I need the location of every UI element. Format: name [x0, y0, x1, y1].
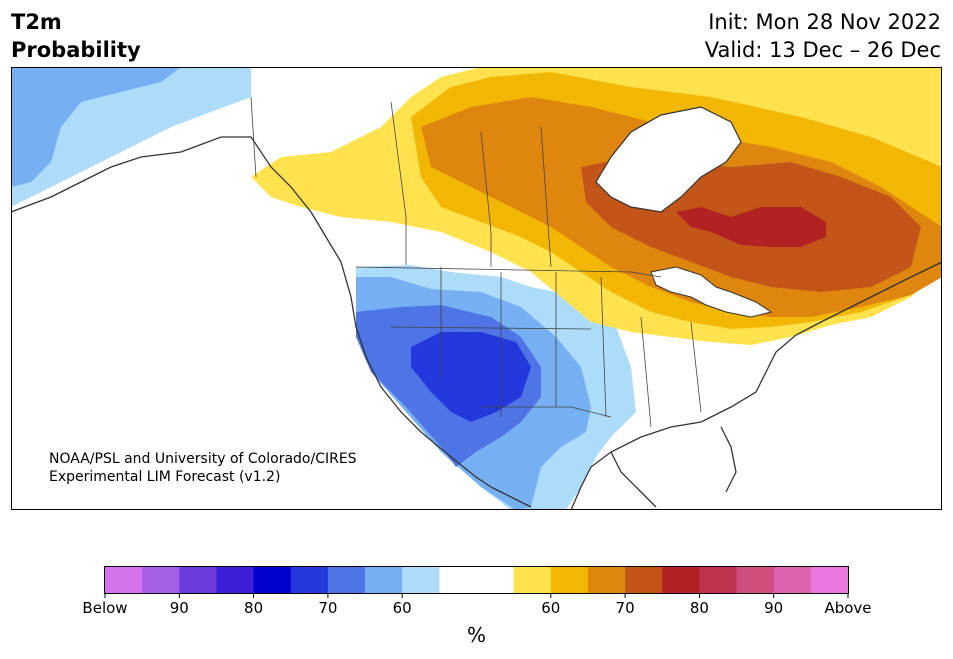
colorbar-cell: [550, 567, 589, 593]
colorbar-cell: [179, 567, 217, 593]
colorbar-cell: [625, 567, 663, 593]
colorbar-cell: [290, 567, 329, 593]
colorbar-cell: [736, 567, 775, 593]
colorbar-cell: [402, 567, 440, 593]
great-lakes: [650, 266, 773, 318]
attribution: NOAA/PSL and University of Colorado/CIRE…: [49, 450, 357, 486]
colorbar-tick-label: 70: [616, 599, 635, 617]
colorbar-cell: [439, 567, 477, 593]
attribution-line-2: Experimental LIM Forecast (v1.2): [49, 469, 281, 485]
map-title: T2m Probability: [11, 8, 141, 64]
colorbar-cell: [105, 567, 143, 593]
attribution-line-1: NOAA/PSL and University of Colorado/CIRE…: [49, 451, 357, 467]
colorbar-tick-label: 90: [764, 599, 783, 617]
colorbar-tick-label: 80: [690, 599, 709, 617]
colorbar-cells: [105, 567, 849, 593]
valid-dates: Valid: 13 Dec – 26 Dec: [704, 38, 941, 62]
colorbar-tick-label: 60: [393, 599, 412, 617]
probability-map: [11, 67, 942, 510]
colorbar-tick-label: 90: [170, 599, 189, 617]
alaska-below-70: [11, 67, 181, 187]
title-line-2: Probability: [11, 38, 141, 62]
colorbar-tick-label: 60: [541, 599, 560, 617]
colorbar-cell: [513, 567, 552, 593]
colorbar-tick-label: 80: [244, 599, 263, 617]
colorbar-cell: [142, 567, 180, 593]
colorbar-ticks: Below 90 80 70 60 60 70 80 90 Above: [82, 593, 872, 617]
hudson-bay: [595, 106, 742, 213]
colorbar-cell: [476, 567, 515, 593]
colorbar-tick-label: Above: [824, 599, 871, 617]
canada-above-95: [676, 207, 826, 247]
colorbar-unit: %: [467, 623, 486, 647]
colorbar-cell: [216, 567, 255, 593]
init-date: Init: Mon 28 Nov 2022: [708, 10, 941, 34]
colorbar-tick-label: Below: [82, 599, 127, 617]
colorbar-frame: [104, 566, 849, 594]
colorbar-cell: [699, 567, 738, 593]
colorbar-cell: [365, 567, 403, 593]
forecast-dates: Init: Mon 28 Nov 2022 Valid: 13 Dec – 26…: [705, 8, 941, 64]
colorbar-tick-label: 70: [318, 599, 337, 617]
colorbar-cell: [810, 567, 849, 593]
map-frame: [11, 67, 942, 510]
title-line-1: T2m: [11, 10, 62, 34]
colorbar-cell: [327, 567, 366, 593]
political-borders: [250, 96, 702, 428]
colorbar-cell: [662, 567, 700, 593]
colorbar-cell: [587, 567, 626, 593]
colorbar: Below 90 80 70 60 60 70 80 90 Above %: [82, 566, 872, 647]
colorbar-cell: [773, 567, 812, 593]
coastlines: [11, 136, 942, 510]
colorbar-cell: [253, 567, 292, 593]
